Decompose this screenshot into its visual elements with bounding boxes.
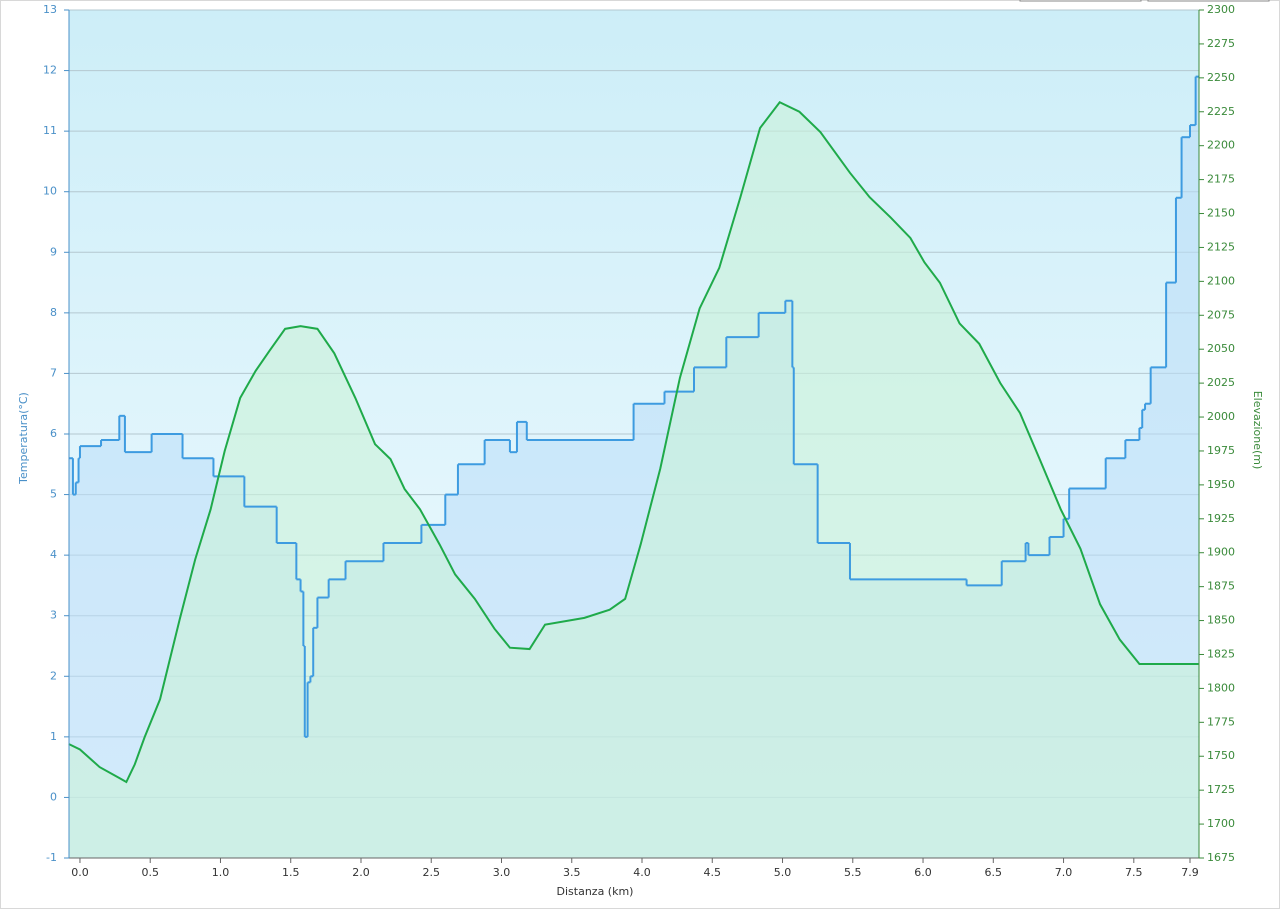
y-tick-label: 9 [50,245,57,258]
x-tick-label: 5.5 [844,866,862,879]
y2-tick-label: 2300 [1207,3,1235,16]
y-tick-label: -1 [46,851,57,864]
y2-tick-label: 2250 [1207,71,1235,84]
x-tick-label: 7.5 [1125,866,1143,879]
y2-tick-label: 2050 [1207,342,1235,355]
y2-tick-label: 1675 [1207,851,1235,864]
x-tick-label: 0.0 [71,866,89,879]
y-tick-label: 12 [43,64,57,77]
lines [68,75,1199,784]
areas [68,76,1199,859]
x-tick-label: 6.5 [985,866,1003,879]
y2-tick-label: 1950 [1207,478,1235,491]
y2-tick-label: 1800 [1207,681,1235,694]
toolbar-button[interactable] [1019,0,1142,2]
y2-tick-label: 1750 [1207,749,1235,762]
y-tick-label: 3 [50,609,57,622]
axes: -101234567891011121316751700172517501775… [43,3,1235,879]
y2-axis-title: Elevazione(m) [1251,391,1264,470]
y2-tick-label: 2175 [1207,173,1235,186]
y2-tick-label: 2125 [1207,240,1235,253]
elevation-line [68,101,1199,784]
y2-tick-label: 1700 [1207,817,1235,830]
x-tick-label: 2.5 [422,866,440,879]
y2-tick-label: 2275 [1207,37,1235,50]
y2-tick-label: 1925 [1207,512,1235,525]
x-tick-label: 3.0 [493,866,511,879]
x-axis-title: Distanza (km) [557,885,634,898]
x-tick-label: 1.0 [212,866,230,879]
y-tick-label: 13 [43,3,57,16]
x-tick-label: 0.5 [141,866,159,879]
x-tick-label: 7.0 [1055,866,1073,879]
y-tick-label: 5 [50,488,57,501]
y2-tick-label: 2150 [1207,207,1235,220]
x-tick-label: 1.5 [282,866,300,879]
y2-tick-label: 1825 [1207,647,1235,660]
y2-tick-label: 2225 [1207,105,1235,118]
area-fill [68,102,1199,859]
y-axis-title: Temperatura(°C) [17,392,30,485]
y2-tick-label: 2000 [1207,410,1235,423]
y2-tick-label: 1725 [1207,783,1235,796]
x-tick-label: 7.9 [1181,866,1199,879]
y-tick-label: 0 [50,790,57,803]
y2-tick-label: 1875 [1207,580,1235,593]
y2-tick-label: 2100 [1207,274,1235,287]
y-tick-label: 10 [43,185,57,198]
y2-tick-label: 1850 [1207,614,1235,627]
x-tick-label: 2.0 [352,866,370,879]
x-tick-label: 4.5 [704,866,722,879]
y-tick-label: 2 [50,669,57,682]
y-tick-label: 4 [50,548,57,561]
y2-tick-label: 1775 [1207,715,1235,728]
x-tick-label: 3.5 [563,866,581,879]
y2-tick-label: 2075 [1207,308,1235,321]
y2-tick-label: 2025 [1207,376,1235,389]
y-tick-label: 8 [50,306,57,319]
y2-tick-label: 2200 [1207,139,1235,152]
y-tick-label: 7 [50,366,57,379]
y-tick-label: 6 [50,427,57,440]
x-tick-label: 6.0 [914,866,932,879]
y2-tick-label: 1975 [1207,444,1235,457]
y-tick-label: 1 [50,730,57,743]
x-tick-label: 4.0 [633,866,651,879]
y2-tick-label: 1900 [1207,546,1235,559]
toolbar-button[interactable] [1147,0,1270,2]
y-tick-label: 11 [43,124,57,137]
x-tick-label: 5.0 [774,866,792,879]
